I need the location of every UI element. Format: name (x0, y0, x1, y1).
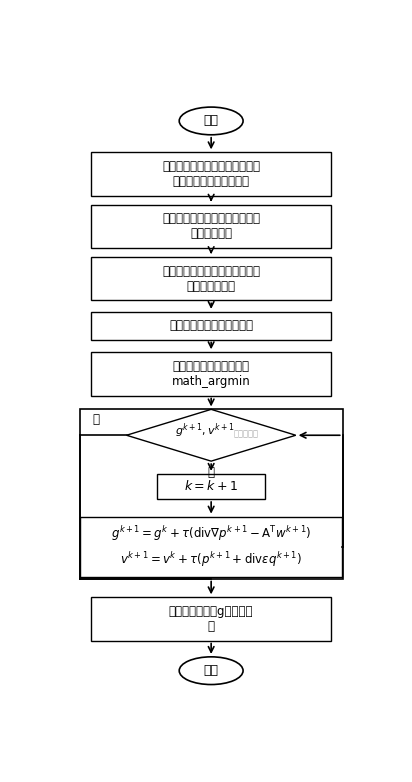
Text: $g^{k+1}, v^{k+1}$: $g^{k+1}, v^{k+1}$ (175, 421, 235, 439)
Text: 根据所求电导率g，进行成
像: 根据所求电导率g，进行成 像 (169, 605, 253, 633)
Text: 推导出目标函数的对偶形式: 推导出目标函数的对偶形式 (169, 319, 253, 332)
Text: 否: 否 (208, 466, 215, 479)
Text: $v^{k+1}=v^k+\tau(p^{k+1}+\mathrm{div}\varepsilon q^{k+1})$: $v^{k+1}=v^k+\tau(p^{k+1}+\mathrm{div}\v… (120, 551, 302, 569)
Text: 是否收敛？: 是否收敛？ (234, 429, 259, 439)
Text: 开始: 开始 (204, 114, 219, 127)
Text: $k=k+1$: $k=k+1$ (184, 479, 238, 493)
Text: 是: 是 (92, 413, 99, 426)
Text: 根据被测场，获取重建所需的边
界测量电压和灵敏度矩阵: 根据被测场，获取重建所需的边 界测量电压和灵敏度矩阵 (162, 160, 260, 188)
Text: 结束: 结束 (204, 664, 219, 677)
Text: $g^{k+1}=g^k+\tau(\mathrm{div}\nabla p^{k+1}-\mathrm{A}^\mathrm{T}w^{k+1})$: $g^{k+1}=g^k+\tau(\mathrm{div}\nabla p^{… (111, 524, 311, 543)
Text: 根据对偶形式求解模型式
math_argmin: 根据对偶形式求解模型式 math_argmin (172, 360, 250, 388)
Text: 将非线性电阵层析成像逆问题转
化为线性问题: 将非线性电阵层析成像逆问题转 化为线性问题 (162, 212, 260, 240)
Text: 确定目标函数，并将目标函数极
小化求其最优解: 确定目标函数，并将目标函数极 小化求其最优解 (162, 264, 260, 292)
